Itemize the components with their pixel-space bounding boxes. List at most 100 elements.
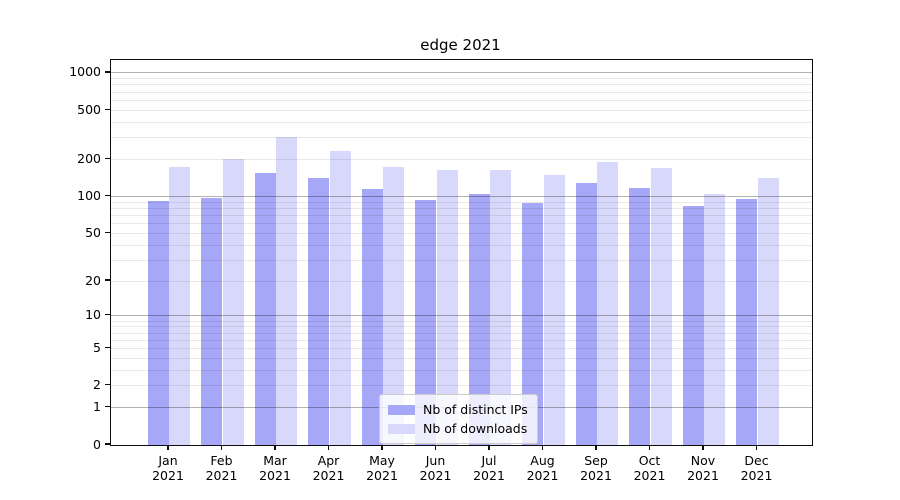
y-tick-1 — [105, 406, 110, 408]
x-tick-label-nov: Nov 2021 — [673, 453, 733, 483]
y-tick-5 — [105, 346, 110, 349]
x-tick-year: 2021 — [740, 468, 773, 483]
x-tick-mar — [274, 445, 276, 450]
y-tick-0 — [105, 443, 110, 445]
x-tick-month: Sep — [584, 453, 608, 468]
x-tick-feb — [220, 445, 223, 450]
x-tick-month: Apr — [317, 453, 340, 468]
x-tick-month: Nov — [690, 453, 716, 468]
bar-downloads-apr — [329, 150, 351, 445]
x-tick-label-jul: Jul 2021 — [459, 453, 519, 483]
x-tick-label-jun: Jun 2021 — [406, 453, 466, 483]
x-tick-year: 2021 — [580, 468, 612, 483]
x-tick-label-mar: Mar 2021 — [245, 453, 305, 483]
y-tick-50 — [105, 231, 110, 233]
x-tick-sep — [595, 445, 597, 450]
x-tick-year: 2021 — [526, 468, 559, 483]
y-tick-10 — [105, 314, 110, 316]
x-tick-year: 2021 — [259, 468, 291, 483]
bar-distinct-ips-aug — [522, 202, 544, 445]
bar-distinct-ips-mar — [254, 173, 276, 445]
bar-downloads-feb — [222, 158, 244, 445]
x-tick-month: May — [369, 453, 395, 468]
bar-downloads-nov — [704, 193, 726, 445]
x-tick-month: Jul — [481, 453, 497, 468]
x-tick-label-sep: Sep 2021 — [566, 453, 626, 483]
bars-layer — [111, 60, 812, 445]
y-tick-label-2: 2 — [93, 377, 101, 393]
x-tick-month: Mar — [263, 453, 287, 468]
legend-swatch-distinct-ips — [388, 404, 415, 415]
bar-downloads-mar — [276, 136, 298, 445]
x-tick-month: Feb — [210, 453, 233, 468]
x-tick-label-oct: Oct 2021 — [620, 453, 680, 483]
x-tick-year: 2021 — [152, 468, 184, 483]
bar-downloads-aug — [543, 175, 565, 445]
x-tick-apr — [327, 445, 330, 450]
x-tick-label-apr: Apr 2021 — [299, 453, 359, 483]
y-tick-1000 — [105, 71, 110, 73]
x-tick-month: Oct — [638, 453, 661, 468]
y-tick-label-10: 10 — [85, 307, 101, 323]
bar-distinct-ips-oct — [629, 188, 651, 445]
bar-distinct-ips-feb — [201, 198, 223, 445]
legend-label: Nb of downloads — [423, 421, 528, 436]
bar-downloads-may — [383, 167, 405, 445]
y-tick-label-0: 0 — [93, 436, 101, 452]
x-tick-label-aug: Aug 2021 — [513, 453, 573, 483]
y-tick-label-1000: 1000 — [69, 64, 101, 80]
bar-distinct-ips-sep — [575, 182, 597, 445]
y-tick-label-100: 100 — [77, 187, 101, 203]
x-tick-label-jan: Jan 2021 — [138, 453, 198, 483]
chart-title: edge 2021 — [420, 36, 501, 54]
legend-swatch-downloads — [388, 423, 415, 434]
x-tick-year: 2021 — [473, 468, 505, 483]
bar-downloads-jun — [436, 170, 458, 445]
x-tick-jan — [167, 445, 169, 450]
x-tick-jul — [488, 445, 490, 450]
x-tick-year: 2021 — [687, 468, 719, 483]
x-tick-dec — [755, 445, 758, 450]
x-tick-year: 2021 — [366, 468, 398, 483]
x-tick-label-feb: Feb 2021 — [192, 453, 252, 483]
y-tick-label-50: 50 — [85, 224, 101, 240]
plot-area: Nb of distinct IPs Nb of downloads — [110, 59, 813, 446]
x-tick-year: 2021 — [312, 468, 345, 483]
x-tick-month: Jan — [158, 453, 178, 468]
x-tick-month: Jun — [425, 453, 446, 468]
x-tick-month: Aug — [530, 453, 555, 468]
legend-entry-downloads: Nb of downloads — [388, 419, 528, 438]
legend: Nb of distinct IPs Nb of downloads — [379, 394, 538, 444]
x-tick-year: 2021 — [633, 468, 666, 483]
bar-distinct-ips-apr — [308, 178, 330, 445]
bar-distinct-ips-jun — [415, 200, 437, 445]
x-tick-oct — [648, 445, 651, 450]
y-tick-label-20: 20 — [85, 272, 101, 288]
y-tick-label-500: 500 — [77, 101, 101, 117]
bar-downloads-jul — [490, 170, 512, 445]
bar-downloads-oct — [650, 168, 672, 445]
x-tick-label-dec: Dec 2021 — [727, 453, 787, 483]
bar-downloads-jan — [169, 167, 191, 445]
x-tick-aug — [541, 445, 544, 450]
x-tick-year: 2021 — [419, 468, 452, 483]
y-tick-20 — [105, 279, 110, 281]
bar-distinct-ips-dec — [736, 198, 758, 445]
y-tick-500 — [105, 108, 110, 110]
bar-distinct-ips-jan — [147, 200, 169, 445]
y-tick-label-200: 200 — [77, 150, 101, 166]
bar-distinct-ips-nov — [682, 205, 704, 445]
x-tick-may — [381, 445, 383, 450]
x-tick-month: Dec — [744, 453, 769, 468]
y-tick-label-1: 1 — [93, 399, 101, 415]
legend-label: Nb of distinct IPs — [423, 402, 528, 417]
legend-entry-distinct-ips: Nb of distinct IPs — [388, 400, 528, 419]
bar-downloads-sep — [597, 162, 619, 445]
y-tick-100 — [105, 194, 110, 197]
bar-distinct-ips-jul — [468, 193, 490, 445]
x-tick-year: 2021 — [205, 468, 238, 483]
x-tick-jun — [434, 445, 437, 450]
bar-downloads-dec — [757, 177, 779, 445]
y-tick-200 — [105, 157, 110, 159]
